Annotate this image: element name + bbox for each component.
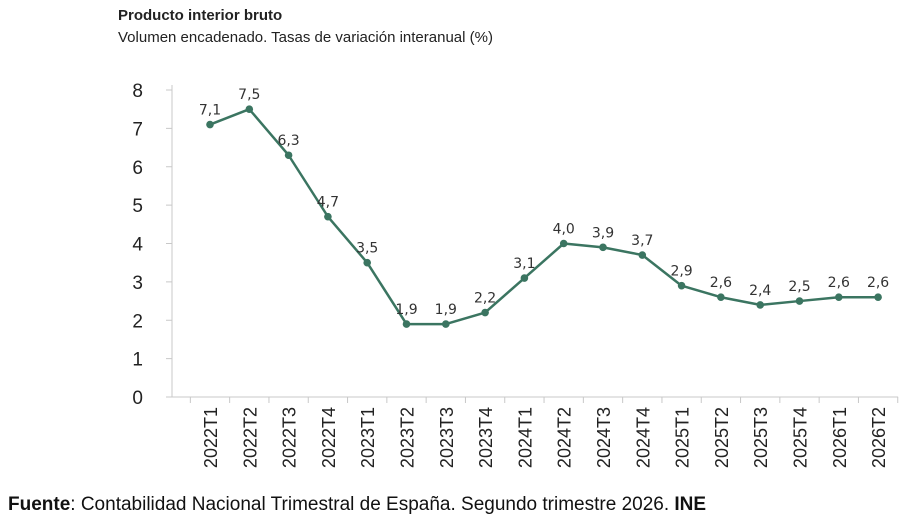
- data-point: [363, 258, 372, 267]
- data-label: 4,0: [553, 222, 575, 238]
- data-label: 2,6: [867, 275, 889, 291]
- y-tick-label: 6: [132, 158, 143, 179]
- x-tick-label: 2024T2: [555, 407, 575, 468]
- x-tick-label: 2026T1: [830, 407, 850, 468]
- data-point: [756, 301, 764, 309]
- data-point: [442, 320, 450, 328]
- x-tick-label: 2023T3: [437, 407, 457, 468]
- y-tick-label: 4: [132, 235, 143, 256]
- x-tick-label: 2022T3: [280, 407, 300, 468]
- x-tick-label: 2026T2: [869, 407, 889, 468]
- x-tick-label: 2024T4: [633, 407, 653, 468]
- x-tick-label: 2025T4: [791, 407, 811, 468]
- data-label: 3,7: [631, 233, 653, 249]
- chart-title: Producto interior bruto: [118, 7, 283, 24]
- x-tick-label: 2023T2: [398, 407, 418, 468]
- data-point: [717, 293, 725, 302]
- data-label: 3,9: [592, 225, 614, 241]
- data-point: [874, 293, 882, 302]
- data-point: [402, 320, 411, 328]
- line-chart: 0 1 2 3 4 5 6 7 8 2022T1 2022T2 2022T3 2022T4 2023T1 2…: [132, 81, 899, 468]
- x-tick-label: 2025T2: [712, 407, 732, 468]
- data-label: 2,9: [670, 264, 692, 280]
- data-point: [677, 281, 686, 290]
- y-tick-label: 1: [132, 350, 143, 371]
- data-point: [206, 120, 214, 129]
- chart-subtitle: Volumen encadenado. Tasas de variación i…: [118, 29, 493, 46]
- y-tick-label: 3: [132, 273, 143, 294]
- data-label: 1,9: [435, 302, 457, 318]
- data-label: 2,2: [474, 291, 496, 307]
- series-line: [209, 107, 879, 326]
- data-point: [638, 251, 647, 259]
- y-tick-label: 5: [132, 196, 143, 217]
- data-point: [284, 151, 293, 160]
- data-point: [245, 105, 254, 113]
- data-point: [559, 239, 568, 248]
- data-label: 1,9: [395, 302, 417, 318]
- x-tick-label: 2022T2: [240, 407, 260, 468]
- source-text: : Contabilidad Nacional Trimestral de Es…: [70, 494, 675, 515]
- y-tick-label: 2: [132, 311, 143, 332]
- data-point: [599, 243, 607, 252]
- y-tick-label: 8: [132, 81, 143, 102]
- source-label: Fuente: [8, 494, 71, 515]
- data-point: [795, 297, 804, 305]
- x-tick-label: 2022T1: [201, 407, 221, 468]
- y-tick-label: 0: [132, 388, 143, 409]
- data-point: [481, 308, 489, 317]
- y-tick-label: 7: [132, 119, 143, 140]
- data-point: [324, 212, 332, 221]
- data-label: 4,7: [317, 195, 339, 211]
- data-label: 6,3: [277, 133, 299, 149]
- data-label: 7,5: [238, 87, 260, 103]
- data-label: 3,1: [513, 256, 535, 272]
- data-label: 3,5: [356, 241, 378, 257]
- data-label: 7,1: [199, 103, 221, 119]
- data-label: 2,5: [788, 279, 810, 295]
- x-tick-label: 2023T4: [476, 407, 496, 468]
- x-tick-label: 2024T3: [594, 407, 614, 468]
- data-label: 2,6: [710, 275, 732, 291]
- data-point: [835, 293, 843, 302]
- x-tick-label: 2024T1: [515, 407, 535, 468]
- data-label: 2,4: [749, 283, 771, 299]
- data-point: [520, 274, 529, 282]
- source-note: Fuente: Contabilidad Nacional Trimestral…: [8, 494, 706, 516]
- data-label: 2,6: [828, 275, 850, 291]
- x-tick-label: 2022T4: [319, 407, 339, 468]
- x-tick-label: 2025T1: [673, 407, 693, 468]
- x-tick-label: 2023T1: [358, 407, 378, 468]
- x-tick-label: 2025T3: [751, 407, 771, 468]
- source-org: INE: [674, 494, 707, 515]
